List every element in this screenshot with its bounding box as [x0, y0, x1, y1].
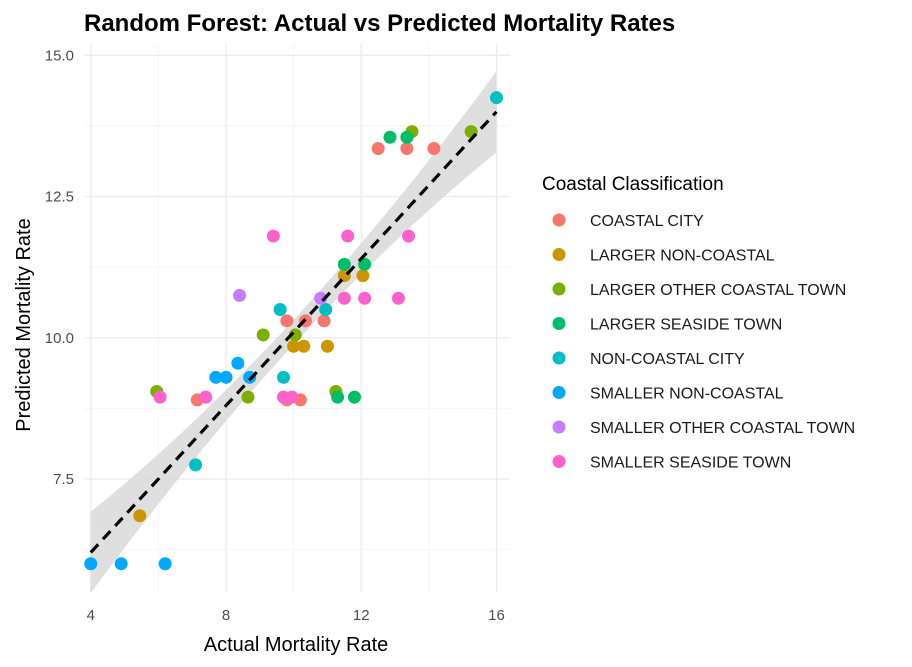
- y-tick-label: 12.5: [45, 189, 74, 206]
- data-point: [400, 130, 414, 144]
- legend-title: Coastal Classification: [542, 174, 724, 195]
- data-point: [319, 303, 333, 317]
- legend-key: [552, 248, 566, 261]
- y-axis-title: Predicted Mortality Rate: [13, 218, 35, 431]
- trend-line-path: [89, 110, 498, 554]
- data-point: [331, 390, 345, 404]
- data-point: [383, 130, 397, 144]
- data-point: [285, 390, 299, 404]
- data-point: [256, 328, 270, 342]
- legend-label: LARGER NON-COASTAL: [590, 248, 775, 265]
- data-point: [241, 390, 255, 404]
- data-point: [233, 288, 247, 302]
- legend-label: LARGER SEASIDE TOWN: [590, 317, 782, 334]
- data-point: [114, 557, 128, 571]
- data-point: [489, 91, 503, 105]
- data-point: [341, 229, 355, 243]
- data-point: [337, 257, 351, 271]
- legend-label: SMALLER SEASIDE TOWN: [590, 455, 791, 472]
- x-axis-title: Actual Mortality Rate: [204, 634, 389, 656]
- legend: Coastal Classification COASTAL CITY LARGE…: [542, 174, 855, 472]
- legend-items: COASTAL CITY LARGER NON-COASTAL LARGER OTH…: [552, 213, 855, 472]
- trend-line: [89, 110, 498, 554]
- data-point: [189, 458, 203, 472]
- chart-title: Random Forest: Actual vs Predicted Morta…: [84, 10, 675, 37]
- data-point: [84, 557, 98, 571]
- data-point: [317, 314, 331, 328]
- data-point: [158, 557, 172, 571]
- legend-key: [552, 386, 566, 399]
- data-point: [320, 339, 334, 353]
- data-point: [347, 390, 361, 404]
- data-point: [297, 339, 311, 353]
- legend-key: [552, 282, 566, 296]
- data-point: [371, 142, 385, 156]
- legend-label: COASTAL CITY: [590, 213, 704, 230]
- data-point: [199, 390, 213, 404]
- y-tick-label: 15.0: [45, 47, 74, 64]
- legend-key: [552, 351, 566, 365]
- legend-key: [552, 455, 566, 468]
- scatter-points: [84, 91, 503, 571]
- data-point: [337, 291, 351, 305]
- data-point: [231, 356, 245, 370]
- data-point: [402, 229, 416, 243]
- data-point: [280, 314, 294, 328]
- y-tick-label: 7.5: [53, 471, 74, 488]
- data-point: [219, 370, 233, 384]
- data-point: [266, 229, 280, 243]
- data-point: [358, 257, 372, 271]
- y-tick-label: 10.0: [45, 330, 74, 347]
- legend-key: [552, 213, 566, 227]
- x-tick-label: 12: [353, 607, 370, 624]
- data-point: [391, 291, 405, 305]
- data-point: [356, 269, 370, 283]
- data-point: [276, 370, 290, 384]
- data-point: [133, 509, 147, 523]
- x-axis-ticks: 4 8 12 16: [87, 607, 505, 624]
- data-point: [427, 142, 441, 156]
- plot-panel: [84, 44, 510, 594]
- x-tick-label: 16: [488, 607, 505, 624]
- x-tick-label: 4: [87, 607, 95, 624]
- data-point: [153, 390, 167, 404]
- data-point: [400, 142, 414, 156]
- legend-label: LARGER OTHER COASTAL TOWN: [590, 282, 846, 299]
- legend-label: SMALLER NON-COASTAL: [590, 386, 784, 403]
- legend-key: [552, 420, 566, 434]
- data-point: [273, 303, 287, 317]
- legend-label: NON-COASTAL CITY: [590, 351, 745, 368]
- data-point: [358, 291, 372, 305]
- data-point: [209, 370, 223, 384]
- data-point: [287, 339, 301, 353]
- legend-key: [552, 317, 566, 330]
- legend-label: SMALLER OTHER COASTAL TOWN: [590, 420, 855, 437]
- y-axis-ticks: 7.5 10.0 12.5 15.0: [45, 47, 74, 488]
- x-tick-label: 8: [222, 607, 230, 624]
